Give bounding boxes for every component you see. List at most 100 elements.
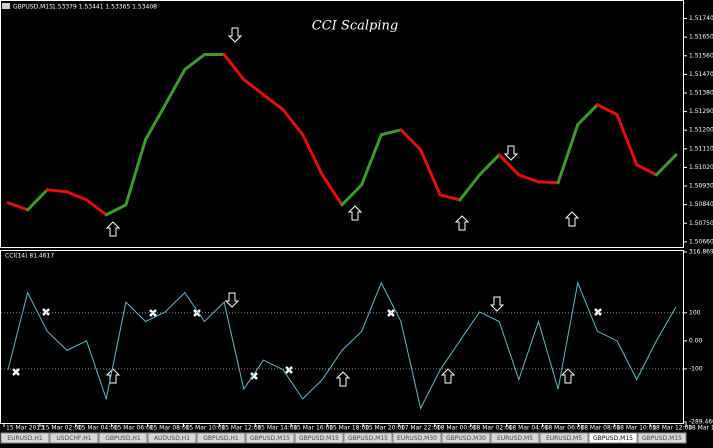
tab-label[interactable]: GBPUSD,M15	[348, 435, 388, 442]
ma-segment	[85, 198, 108, 217]
x-tick-label: 18 Mar 10:00	[616, 425, 656, 432]
x-tick-label: 18 Mar 00:00	[437, 425, 477, 432]
ma-segment	[6, 201, 30, 212]
x-tick-label: 15 Mar 10:00	[186, 425, 226, 432]
ma-segment	[301, 133, 324, 177]
x-tick-label: 18 Mar 02:00	[473, 425, 513, 432]
sell-arrow	[503, 145, 519, 161]
tab-label[interactable]: GBPUSD,M15	[250, 435, 290, 442]
ma-segment	[242, 78, 265, 97]
ma-segment	[222, 53, 246, 82]
tab-label[interactable]: GBPUSD,H1	[105, 435, 141, 442]
cci-panel	[0, 250, 684, 424]
x-tick-label: 18 Mar 04:00	[509, 425, 549, 432]
tab-label[interactable]: GBPUSD,M15	[299, 435, 339, 442]
tab[interactable]	[294, 432, 344, 444]
y-tick-label: 1.51110	[689, 145, 713, 152]
ma-segment	[478, 153, 501, 177]
ma-segment	[576, 103, 599, 127]
tab[interactable]	[490, 432, 540, 444]
y-tick-label: 0.00	[689, 337, 703, 344]
ma-segment	[399, 128, 423, 152]
sell-arrow	[227, 27, 243, 43]
symbol-icon	[2, 3, 10, 9]
sell-arrow	[224, 292, 240, 308]
signals	[12, 27, 602, 387]
ma-segment	[595, 103, 619, 117]
ma-segment	[438, 193, 462, 202]
ma-segment	[419, 148, 442, 197]
tab-bar: EURUSD,H1 USDCHF,H1 GBPUSD,H1 AUDUSD,H1 GBPU…	[0, 432, 687, 444]
ma-segment	[320, 173, 344, 207]
x-tick-label: 18 Mar 12:00	[652, 425, 692, 432]
tab-label[interactable]: GBPUSD,M30	[446, 435, 486, 442]
x-tick-label: 15 Mar 2013	[6, 425, 44, 432]
tab[interactable]	[98, 432, 148, 444]
y-tick-label: 1.51740	[689, 15, 713, 22]
ma-segment	[360, 133, 383, 187]
buy-arrow	[105, 221, 121, 237]
y-tick-label: 1.51380	[689, 89, 713, 96]
ma-segment	[556, 123, 580, 185]
ma-segment	[163, 68, 187, 107]
y-tick-label: -289.4609	[689, 419, 713, 426]
y-tick-label: 316.8697	[689, 249, 713, 256]
tab[interactable]	[245, 432, 295, 444]
tab[interactable]	[147, 432, 197, 444]
x-tick-label: 15 Mar 14:00	[257, 425, 297, 432]
cci-line	[7, 281, 677, 410]
ma-segment	[45, 188, 69, 194]
ma-segment	[379, 128, 403, 137]
tab[interactable]	[588, 432, 638, 444]
y-tick-label: 1.51470	[689, 71, 713, 78]
y-tick-label: 1.51200	[689, 127, 713, 134]
ma-segment	[261, 93, 285, 112]
buy-arrow	[454, 215, 470, 231]
tab-label[interactable]: USDCHF,H1	[56, 435, 91, 442]
x-tick-label: 15 Mar 18:00	[329, 425, 369, 432]
tab[interactable]	[49, 432, 99, 444]
tab-label[interactable]: AUDUSD,H1	[154, 435, 190, 442]
ma-segment	[635, 163, 658, 177]
tab-label[interactable]: GBPUSD,M15	[593, 435, 633, 442]
tab-label[interactable]: EURUSD,M30	[397, 435, 437, 442]
y-tick-label: 100	[689, 309, 701, 316]
buy-arrow	[564, 211, 580, 227]
tab-label[interactable]: GBPUSD,H1	[203, 435, 239, 442]
ma-segment	[144, 103, 167, 142]
ma-segment	[183, 53, 206, 72]
y-tick-label: 1.50660	[689, 238, 713, 245]
tab[interactable]	[196, 432, 246, 444]
y-tick-label: 1.51020	[689, 164, 713, 171]
y-tick-label: 1.51650	[689, 34, 713, 41]
ma-segment	[536, 180, 560, 185]
symbol: GBPUSD,M15	[13, 4, 53, 11]
tab[interactable]	[392, 432, 442, 444]
ma-segment	[124, 138, 148, 207]
tab[interactable]	[539, 432, 589, 444]
y-tick-label: 1.50750	[689, 220, 713, 227]
x-tick-label: 17 Mar 22:00	[401, 425, 441, 432]
y-tick-label: 1.51560	[689, 52, 713, 59]
y-tick-label: -100	[689, 365, 703, 372]
tab[interactable]	[343, 432, 393, 444]
sell-arrow	[489, 296, 505, 312]
x-tick-label: 15 Mar 12:00	[221, 425, 261, 432]
x-tick-label: 15 Mar 08:00	[150, 425, 190, 432]
tab[interactable]	[441, 432, 491, 444]
tab[interactable]	[637, 432, 687, 444]
buy-arrow	[440, 368, 456, 384]
x-tick-label: 15 Mar 02:00	[42, 425, 82, 432]
ma-segment	[26, 188, 49, 212]
tab[interactable]	[0, 432, 50, 444]
tab-label[interactable]: GBPUSD,M15	[642, 435, 682, 442]
ma-segment	[497, 153, 521, 177]
tab-label[interactable]: EURUSD,M5	[497, 435, 533, 442]
buy-arrow	[335, 371, 351, 387]
x-tick-label: 18 Mar 08:00	[580, 425, 620, 432]
tab-label[interactable]: EURUSD,H1	[7, 435, 43, 442]
tab-label[interactable]: EURUSD,M5	[546, 435, 582, 442]
y-tick-label: 1.50930	[689, 183, 713, 190]
cci-label: CCI(14) 81.4617	[5, 253, 54, 260]
ma-segment	[104, 203, 128, 217]
